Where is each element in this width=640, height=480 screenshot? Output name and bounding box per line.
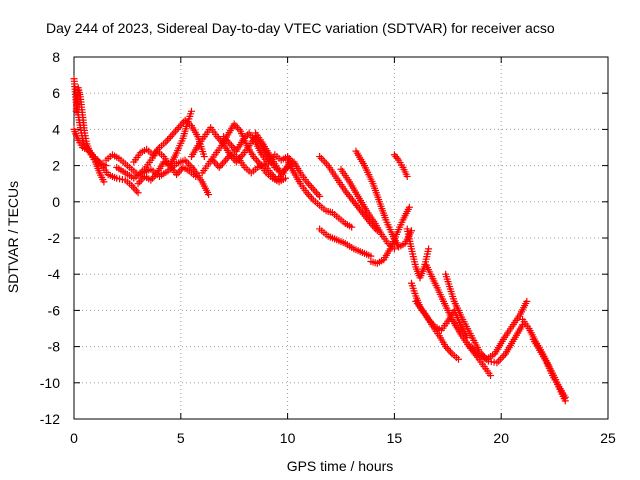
y-tick-label: 2 [52,158,60,174]
data-point [405,203,413,211]
data-point [445,346,453,354]
data-point [129,183,137,191]
data-point [183,158,191,166]
data-point [281,174,289,182]
data-point [177,165,185,173]
data-point [200,153,208,161]
data-point [496,355,504,363]
data-point [134,180,142,188]
y-tick-label: -8 [48,339,61,355]
data-point [306,192,314,200]
x-tick-label: 20 [493,430,509,446]
x-tick-label: 25 [600,430,616,446]
y-tick-label: -6 [48,302,61,318]
data-point [222,156,230,164]
data-point [165,134,173,142]
axis-ticks [73,56,609,420]
data-point [311,187,319,195]
data-point [454,355,462,363]
data-point [561,393,569,401]
y-axis-label: SDTVAR / TECUs [5,181,21,293]
data-point [304,180,312,188]
data-point [215,163,223,171]
data-point [309,185,317,193]
data-point [167,133,175,141]
y-tick-label: 4 [52,121,60,137]
data-point [425,245,433,253]
data-point [498,353,506,361]
data-point [348,223,356,231]
data-point [205,191,213,199]
data-point [171,127,179,135]
data-point [317,154,325,162]
data-point [218,160,226,168]
data-point [316,192,324,200]
grid-lines [74,57,608,419]
data-point [312,189,320,197]
data-point [170,129,178,137]
data-point [306,182,314,190]
x-tick-label: 0 [70,430,78,446]
y-tick-label: -12 [40,411,60,427]
data-point [316,153,324,161]
data-point [487,372,495,380]
x-tick-label: 10 [280,430,296,446]
data-point [319,156,327,164]
data-point [100,178,108,186]
y-tick-label: -10 [40,375,60,391]
y-tick-label: -4 [48,266,61,282]
data-point [523,297,531,305]
data-points [70,75,569,405]
data-point [322,160,330,168]
data-point [495,357,503,365]
data-point [314,191,322,199]
x-axis-label: GPS time / hours [287,458,394,474]
data-point [217,162,225,170]
x-tick-labels: 0 5 10 15 20 25 [70,430,616,446]
data-point [134,189,142,197]
x-tick-label: 15 [387,430,403,446]
data-point [253,156,261,164]
y-tick-label: 0 [52,194,60,210]
data-point [403,172,411,180]
data-point [446,348,454,356]
y-tick-label: -2 [48,230,61,246]
data-point [132,187,140,195]
data-point [136,178,144,186]
data-point [163,136,171,144]
y-tick-label: 8 [52,49,60,65]
data-point [187,107,195,115]
data-point [321,158,329,166]
data-point [233,124,241,132]
data-point [308,183,316,191]
data-point [131,185,139,193]
y-tick-labels: -12 -10 -8 -6 -4 -2 0 2 4 6 8 [40,49,60,427]
data-point [308,194,316,202]
data-point [168,131,176,139]
y-tick-label: 6 [52,85,60,101]
data-point [192,172,200,180]
chart-title: Day 244 of 2023, Sidereal Day-to-day VTE… [46,20,555,36]
data-point [304,191,312,199]
data-point [407,227,415,235]
data-point [220,158,228,166]
x-tick-label: 5 [177,430,185,446]
data-point [173,125,181,133]
